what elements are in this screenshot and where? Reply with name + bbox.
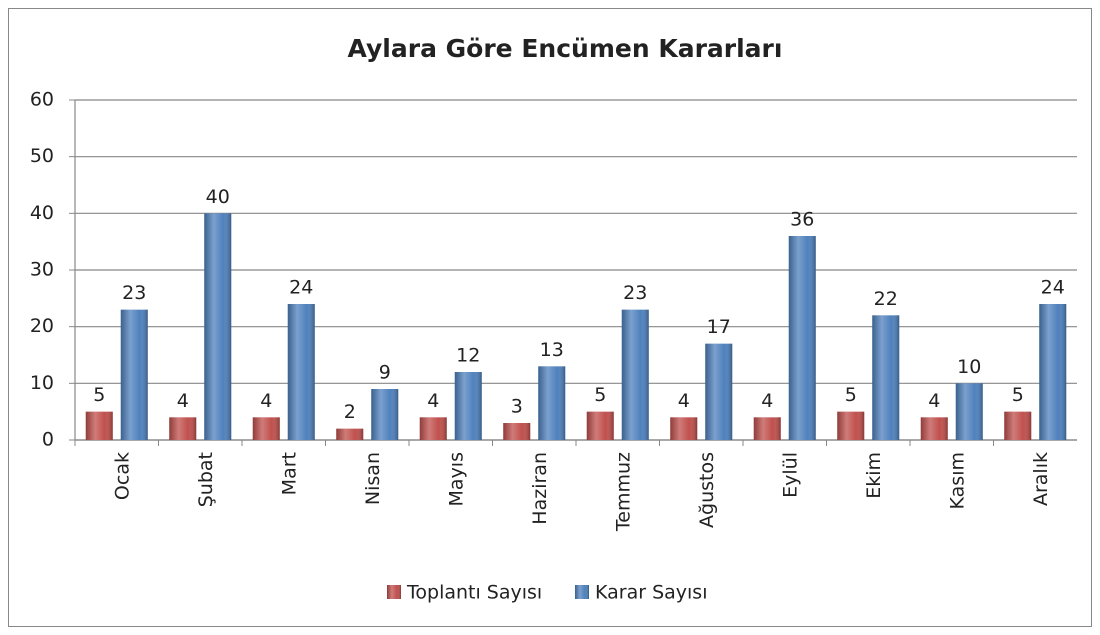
x-tick-label: Ocak (111, 452, 133, 500)
value-label: 4 (928, 390, 940, 412)
bar-shine (670, 417, 698, 440)
value-label: 5 (845, 384, 857, 406)
x-tick-label: Kasım (946, 452, 968, 509)
bar-shine (1039, 304, 1067, 440)
value-label: 5 (594, 384, 606, 406)
bar-shine (419, 417, 447, 440)
y-tick-label: 40 (30, 202, 54, 224)
value-label: 24 (289, 277, 313, 299)
value-label: 23 (122, 282, 146, 304)
bar-shine (287, 304, 315, 440)
bar-shine (586, 411, 614, 440)
y-tick-label: 60 (30, 89, 54, 111)
bar-shine (1004, 411, 1032, 440)
value-label: 17 (707, 316, 731, 338)
y-tick-label: 50 (30, 145, 54, 167)
value-label: 4 (177, 390, 189, 412)
y-tick-label: 10 (30, 372, 54, 394)
x-tick-label: Eylül (779, 452, 801, 498)
bar-shine (169, 417, 197, 440)
bar-shine (920, 417, 948, 440)
bar-shine (538, 366, 566, 440)
value-label: 4 (761, 390, 773, 412)
value-label: 4 (678, 390, 690, 412)
bar-shine (371, 389, 399, 440)
x-tick-label: Ağustos (696, 452, 718, 528)
bar-shine (252, 417, 280, 440)
legend-label: Toplantı Sayısı (406, 582, 542, 604)
bar-shine (503, 423, 531, 440)
value-label: 10 (957, 356, 981, 378)
x-tick-label: Mayıs (445, 452, 467, 506)
value-label: 3 (511, 396, 523, 418)
y-tick-label: 20 (30, 315, 54, 337)
bar-shine (120, 309, 148, 440)
x-tick-label: Haziran (529, 452, 551, 525)
chart-frame (8, 8, 1092, 627)
value-label: 4 (427, 390, 439, 412)
bar-shine (753, 417, 781, 440)
bar-shine (837, 411, 865, 440)
bar-shine (621, 309, 649, 440)
bar-shine (705, 343, 733, 440)
bar-shine (336, 428, 364, 440)
legend-label: Karar Sayısı (595, 582, 707, 604)
y-tick-label: 30 (30, 259, 54, 281)
value-label: 4 (260, 390, 272, 412)
value-label: 9 (379, 362, 391, 384)
value-label: 23 (623, 282, 647, 304)
legend-marker-shine (575, 585, 589, 599)
value-label: 5 (93, 384, 105, 406)
value-label: 2 (344, 401, 356, 423)
x-tick-label: Nisan (362, 452, 384, 505)
bar-shine (204, 213, 232, 440)
x-tick-label: Ekim (863, 452, 885, 499)
value-label: 12 (456, 345, 480, 367)
x-tick-label: Mart (278, 452, 300, 495)
bar-shine (788, 236, 816, 440)
value-label: 13 (540, 339, 564, 361)
x-tick-label: Şubat (195, 452, 217, 507)
legend-marker-shine (387, 585, 401, 599)
x-tick-label: Aralık (1030, 452, 1052, 506)
y-tick-label: 0 (42, 429, 54, 451)
bar-shine (85, 411, 113, 440)
value-label: 24 (1041, 277, 1065, 299)
bar-shine (872, 315, 900, 440)
value-label: 40 (206, 186, 230, 208)
bar-shine (955, 383, 983, 440)
bar-shine (454, 372, 482, 440)
chart-title: Aylara Göre Encümen Kararları (348, 34, 783, 63)
value-label: 36 (790, 209, 814, 231)
value-label: 5 (1012, 384, 1024, 406)
x-tick-label: Temmuz (612, 452, 634, 532)
value-label: 22 (874, 288, 898, 310)
